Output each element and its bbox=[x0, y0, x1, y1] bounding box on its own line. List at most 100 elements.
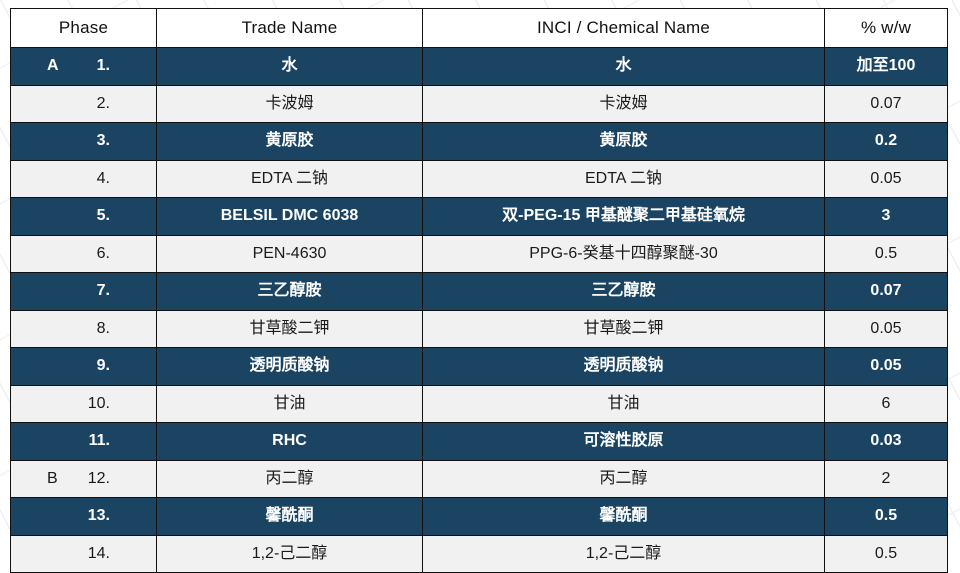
trade-name-text: 透明质酸钠 bbox=[249, 357, 330, 375]
trade-name-text: 甘油 bbox=[273, 394, 306, 412]
phase-index: 6. bbox=[96, 244, 110, 262]
percent-text: 0.5 bbox=[874, 507, 898, 525]
table-row: B 12. 丙二醇 丙二醇 2 bbox=[10, 459, 948, 498]
table-row: 9. 透明质酸钠 透明质酸钠 0.05 bbox=[10, 347, 948, 386]
inci-name-text: 甘草酸二钾 bbox=[583, 319, 664, 337]
phase-letter: B bbox=[47, 469, 58, 487]
percent-text: 0.05 bbox=[870, 169, 902, 187]
table-row: 13. 馨酰酮 馨酰酮 0.5 bbox=[10, 497, 948, 536]
cell-inci-name: 可溶性胶原 bbox=[422, 422, 825, 461]
cell-trade-name: 丙二醇 bbox=[156, 459, 423, 498]
percent-text: 0.05 bbox=[870, 319, 902, 337]
cell-phase: B 12. bbox=[10, 459, 157, 498]
column-header-percent: % w/w bbox=[824, 8, 948, 48]
trade-name-text: 卡波姆 bbox=[265, 94, 314, 112]
phase-index: 3. bbox=[96, 132, 110, 150]
cell-inci-name: 甘油 bbox=[422, 384, 825, 423]
cell-phase: 5. bbox=[10, 197, 157, 236]
trade-name-text: 水 bbox=[281, 57, 298, 75]
cell-inci-name: 黄原胶 bbox=[422, 122, 825, 161]
cell-inci-name: 丙二醇 bbox=[422, 459, 825, 498]
trade-name-text: 1,2-己二醇 bbox=[251, 544, 328, 562]
inci-name-text: PPG-6-癸基十四醇聚醚-30 bbox=[529, 244, 718, 262]
percent-text: 2 bbox=[881, 469, 891, 487]
percent-text: 0.5 bbox=[874, 244, 898, 262]
trade-name-text: RHC bbox=[272, 432, 307, 450]
cell-percent: 0.05 bbox=[824, 159, 948, 198]
inci-name-text: 透明质酸钠 bbox=[583, 357, 664, 375]
table-row: 11. RHC 可溶性胶原 0.03 bbox=[10, 422, 948, 461]
cell-trade-name: 透明质酸钠 bbox=[156, 347, 423, 386]
percent-text: 0.07 bbox=[870, 282, 902, 300]
table-header-row: Phase Trade Name INCI / Chemical Name % … bbox=[10, 8, 948, 48]
phase-index: 7. bbox=[96, 282, 110, 300]
cell-inci-name: 三乙醇胺 bbox=[422, 272, 825, 311]
table-row: 5. BELSIL DMC 6038 双-PEG-15 甲基醚聚二甲基硅氧烷 3 bbox=[10, 197, 948, 236]
cell-phase: 2. bbox=[10, 84, 157, 123]
trade-name-text: PEN-4630 bbox=[252, 244, 327, 262]
cell-trade-name: BELSIL DMC 6038 bbox=[156, 197, 423, 236]
table-row: 4. EDTA 二钠 EDTA 二钠 0.05 bbox=[10, 159, 948, 198]
cell-trade-name: PEN-4630 bbox=[156, 234, 423, 273]
cell-percent: 0.5 bbox=[824, 497, 948, 536]
cell-inci-name: 卡波姆 bbox=[422, 84, 825, 123]
percent-text: 0.2 bbox=[874, 132, 898, 150]
cell-trade-name: RHC bbox=[156, 422, 423, 461]
trade-name-text: 三乙醇胺 bbox=[257, 282, 322, 300]
table-row: 8. 甘草酸二钾 甘草酸二钾 0.05 bbox=[10, 309, 948, 348]
percent-text: 加至100 bbox=[856, 57, 916, 75]
cell-phase: 13. bbox=[10, 497, 157, 536]
cell-percent: 0.05 bbox=[824, 309, 948, 348]
cell-inci-name: 馨酰酮 bbox=[422, 497, 825, 536]
cell-percent: 0.5 bbox=[824, 234, 948, 273]
cell-trade-name: 甘草酸二钾 bbox=[156, 309, 423, 348]
column-header-phase: Phase bbox=[10, 8, 157, 48]
inci-name-text: 水 bbox=[615, 57, 632, 75]
table-body: A 1. 水 水 加至100 2. 卡波姆 卡波姆 0.07 3. 黄原胶 黄原胶 0.2 4. EDTA … bbox=[10, 47, 948, 573]
phase-index: 10. bbox=[87, 394, 110, 412]
table-row: 3. 黄原胶 黄原胶 0.2 bbox=[10, 122, 948, 161]
trade-name-text: 甘草酸二钾 bbox=[249, 319, 330, 337]
cell-inci-name: 甘草酸二钾 bbox=[422, 309, 825, 348]
cell-percent: 0.2 bbox=[824, 122, 948, 161]
trade-name-text: EDTA 二钠 bbox=[250, 169, 329, 187]
table-row: 2. 卡波姆 卡波姆 0.07 bbox=[10, 84, 948, 123]
table-row: 7. 三乙醇胺 三乙醇胺 0.07 bbox=[10, 272, 948, 311]
cell-percent: 0.05 bbox=[824, 347, 948, 386]
cell-phase: 10. bbox=[10, 384, 157, 423]
trade-name-text: 馨酰酮 bbox=[265, 507, 314, 525]
inci-name-text: 卡波姆 bbox=[599, 94, 648, 112]
percent-text: 0.05 bbox=[870, 357, 902, 375]
cell-trade-name: 三乙醇胺 bbox=[156, 272, 423, 311]
cell-inci-name: 双-PEG-15 甲基醚聚二甲基硅氧烷 bbox=[422, 197, 825, 236]
cell-phase: 3. bbox=[10, 122, 157, 161]
cosmetic-formula-table: Phase Trade Name INCI / Chemical Name % … bbox=[10, 8, 948, 573]
cell-percent: 0.03 bbox=[824, 422, 948, 461]
phase-index: 1. bbox=[96, 57, 110, 75]
inci-name-text: 甘油 bbox=[607, 394, 640, 412]
percent-text: 0.07 bbox=[870, 94, 902, 112]
phase-index: 13. bbox=[87, 507, 110, 525]
cell-percent: 0.07 bbox=[824, 272, 948, 311]
cell-inci-name: PPG-6-癸基十四醇聚醚-30 bbox=[422, 234, 825, 273]
inci-name-text: 双-PEG-15 甲基醚聚二甲基硅氧烷 bbox=[502, 207, 745, 225]
percent-text: 0.5 bbox=[874, 544, 898, 562]
percent-text: 6 bbox=[881, 394, 891, 412]
cell-percent: 加至100 bbox=[824, 47, 948, 86]
cell-trade-name: 甘油 bbox=[156, 384, 423, 423]
cell-percent: 0.07 bbox=[824, 84, 948, 123]
phase-index: 5. bbox=[96, 207, 110, 225]
percent-text: 0.03 bbox=[870, 432, 902, 450]
cell-trade-name: EDTA 二钠 bbox=[156, 159, 423, 198]
inci-name-text: 丙二醇 bbox=[599, 469, 648, 487]
phase-index: 8. bbox=[96, 319, 110, 337]
phase-index: 2. bbox=[96, 94, 110, 112]
cell-trade-name: 卡波姆 bbox=[156, 84, 423, 123]
cell-phase: A 1. bbox=[10, 47, 157, 86]
phase-index: 14. bbox=[87, 544, 110, 562]
formula-table-container: Phase Trade Name INCI / Chemical Name % … bbox=[10, 8, 948, 573]
phase-index: 9. bbox=[96, 357, 110, 375]
cell-phase: 4. bbox=[10, 159, 157, 198]
cell-trade-name: 黄原胶 bbox=[156, 122, 423, 161]
cell-phase: 8. bbox=[10, 309, 157, 348]
